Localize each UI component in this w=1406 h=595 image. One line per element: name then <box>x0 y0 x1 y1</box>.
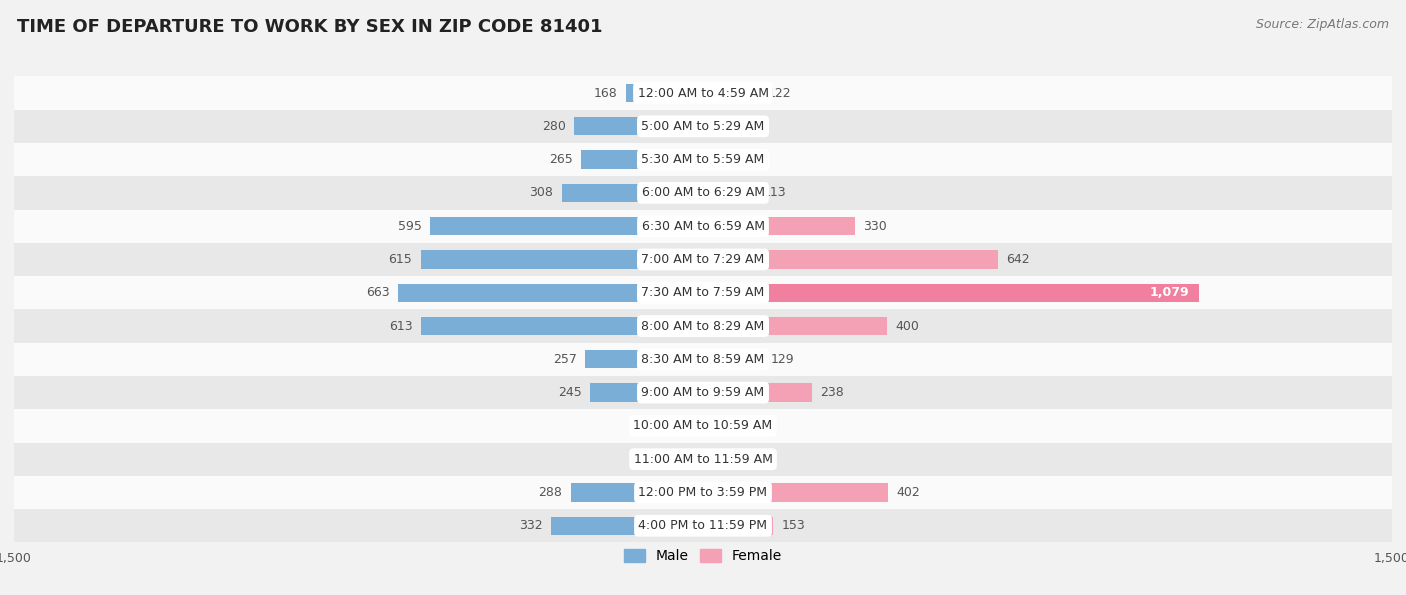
Text: 113: 113 <box>763 186 787 199</box>
Bar <box>591 383 703 402</box>
Bar <box>703 184 755 202</box>
Bar <box>14 376 1392 409</box>
Text: 288: 288 <box>538 486 562 499</box>
Text: 1,079: 1,079 <box>1150 286 1189 299</box>
Bar <box>703 117 718 136</box>
Text: 613: 613 <box>389 320 413 333</box>
Text: 168: 168 <box>593 86 617 99</box>
Text: 12:00 PM to 3:59 PM: 12:00 PM to 3:59 PM <box>638 486 768 499</box>
Bar <box>422 317 703 335</box>
Bar <box>703 416 740 435</box>
Text: Source: ZipAtlas.com: Source: ZipAtlas.com <box>1256 18 1389 31</box>
Bar <box>14 209 1392 243</box>
Bar <box>14 76 1392 109</box>
Bar <box>14 243 1392 276</box>
Bar <box>675 450 703 468</box>
Text: 615: 615 <box>388 253 412 266</box>
Text: 11:00 AM to 11:59 AM: 11:00 AM to 11:59 AM <box>634 453 772 466</box>
Text: 595: 595 <box>398 220 422 233</box>
Bar <box>703 84 759 102</box>
Bar <box>703 483 887 502</box>
Bar <box>14 409 1392 443</box>
Bar <box>703 516 773 535</box>
Bar <box>703 250 998 268</box>
Text: 308: 308 <box>530 186 554 199</box>
Bar <box>14 276 1392 309</box>
Text: 8:30 AM to 8:59 AM: 8:30 AM to 8:59 AM <box>641 353 765 366</box>
Text: 79: 79 <box>748 153 763 166</box>
Text: 10:00 AM to 10:59 AM: 10:00 AM to 10:59 AM <box>634 419 772 433</box>
Bar <box>420 250 703 268</box>
Text: 5:30 AM to 5:59 AM: 5:30 AM to 5:59 AM <box>641 153 765 166</box>
Bar <box>703 284 1198 302</box>
Text: 5:00 AM to 5:29 AM: 5:00 AM to 5:29 AM <box>641 120 765 133</box>
Text: 4:00 PM to 11:59 PM: 4:00 PM to 11:59 PM <box>638 519 768 533</box>
Bar <box>14 176 1392 209</box>
Text: 245: 245 <box>558 386 582 399</box>
Text: 238: 238 <box>821 386 845 399</box>
Text: 332: 332 <box>519 519 543 533</box>
Text: 80: 80 <box>748 419 763 433</box>
Bar <box>703 350 762 368</box>
Text: 8:00 AM to 8:29 AM: 8:00 AM to 8:29 AM <box>641 320 765 333</box>
Bar <box>14 476 1392 509</box>
Text: 122: 122 <box>768 86 792 99</box>
Bar <box>581 151 703 169</box>
Text: 280: 280 <box>543 120 567 133</box>
Bar <box>430 217 703 236</box>
Bar <box>575 117 703 136</box>
Bar <box>14 509 1392 543</box>
Text: 34: 34 <box>727 120 742 133</box>
Text: 7:00 AM to 7:29 AM: 7:00 AM to 7:29 AM <box>641 253 765 266</box>
Bar <box>703 217 855 236</box>
Bar <box>665 416 703 435</box>
Text: 153: 153 <box>782 519 806 533</box>
Text: 642: 642 <box>1007 253 1029 266</box>
Bar <box>703 450 738 468</box>
Text: 7:30 AM to 7:59 AM: 7:30 AM to 7:59 AM <box>641 286 765 299</box>
Text: 330: 330 <box>863 220 887 233</box>
Bar <box>703 383 813 402</box>
Text: 12:00 AM to 4:59 AM: 12:00 AM to 4:59 AM <box>637 86 769 99</box>
Text: 78: 78 <box>747 453 763 466</box>
Bar <box>14 143 1392 176</box>
Bar <box>703 317 887 335</box>
Bar <box>571 483 703 502</box>
Text: 265: 265 <box>550 153 574 166</box>
Bar <box>585 350 703 368</box>
Legend: Male, Female: Male, Female <box>619 544 787 569</box>
Text: 60: 60 <box>651 453 668 466</box>
Text: 663: 663 <box>367 286 391 299</box>
Text: 257: 257 <box>553 353 576 366</box>
Bar <box>561 184 703 202</box>
Text: 9:00 AM to 9:59 AM: 9:00 AM to 9:59 AM <box>641 386 765 399</box>
Bar <box>703 151 740 169</box>
Text: TIME OF DEPARTURE TO WORK BY SEX IN ZIP CODE 81401: TIME OF DEPARTURE TO WORK BY SEX IN ZIP … <box>17 18 602 36</box>
Bar <box>14 343 1392 376</box>
Bar <box>551 516 703 535</box>
Text: 83: 83 <box>641 419 657 433</box>
Text: 129: 129 <box>770 353 794 366</box>
Text: 402: 402 <box>896 486 920 499</box>
Bar <box>14 443 1392 476</box>
Text: 6:00 AM to 6:29 AM: 6:00 AM to 6:29 AM <box>641 186 765 199</box>
Bar <box>626 84 703 102</box>
Bar <box>14 309 1392 343</box>
Bar <box>14 109 1392 143</box>
Text: 6:30 AM to 6:59 AM: 6:30 AM to 6:59 AM <box>641 220 765 233</box>
Text: 400: 400 <box>896 320 920 333</box>
Bar <box>398 284 703 302</box>
